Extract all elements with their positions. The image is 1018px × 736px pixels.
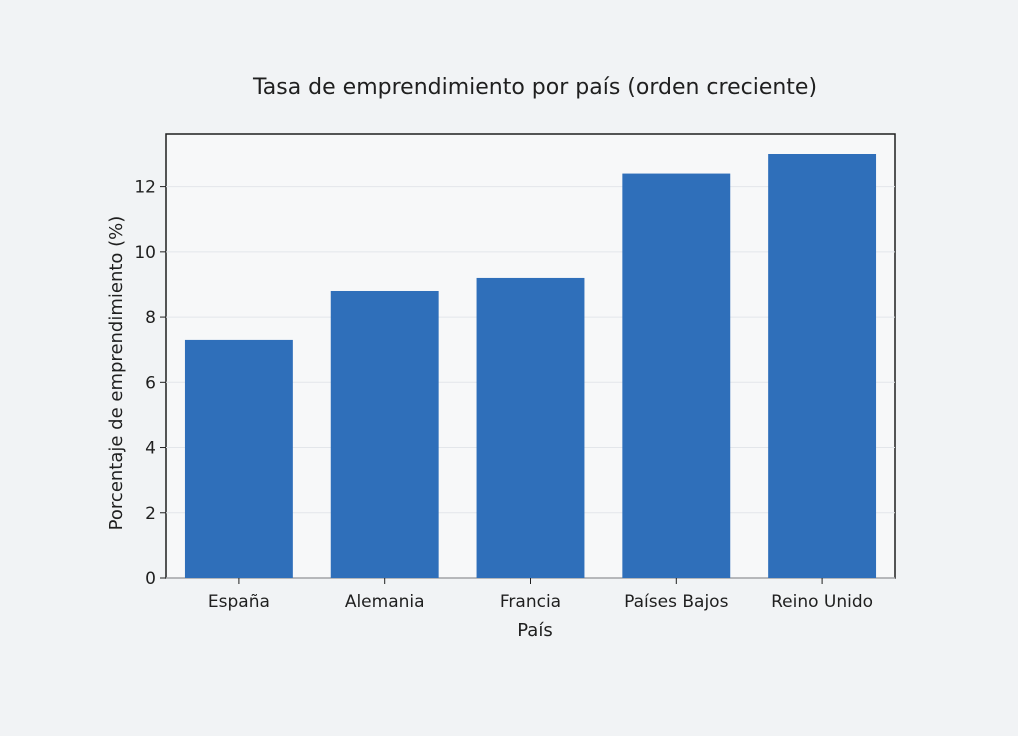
x-tick-label: Reino Unido — [771, 592, 873, 612]
y-tick-label: 2 — [145, 504, 156, 524]
y-tick-label: 6 — [145, 373, 156, 393]
y-tick-label: 0 — [145, 569, 156, 589]
bar-0 — [184, 339, 293, 578]
x-axis-label: País — [517, 620, 552, 641]
x-tick-label: España — [208, 592, 270, 612]
y-ticks: 0 2 4 6 8 10 12 — [134, 178, 166, 589]
chart-title: Tasa de emprendimiento por país (orden c… — [252, 75, 817, 100]
x-ticks: España Alemania Francia Países Bajos Reino U… — [208, 578, 873, 612]
y-tick-label: 10 — [134, 243, 156, 263]
bar-2 — [476, 277, 585, 578]
bar-3 — [622, 173, 731, 579]
bars — [184, 154, 877, 579]
bar-4 — [768, 154, 877, 578]
y-tick-label: 4 — [145, 439, 156, 459]
y-axis-label: Porcentaje de emprendimiento (%) — [106, 216, 127, 531]
y-tick-label: 8 — [145, 308, 156, 328]
x-tick-label: Países Bajos — [624, 592, 728, 612]
x-tick-label: Alemania — [345, 592, 425, 612]
y-tick-label: 12 — [134, 178, 156, 198]
x-tick-label: Francia — [500, 592, 561, 612]
bar-1 — [330, 290, 439, 578]
